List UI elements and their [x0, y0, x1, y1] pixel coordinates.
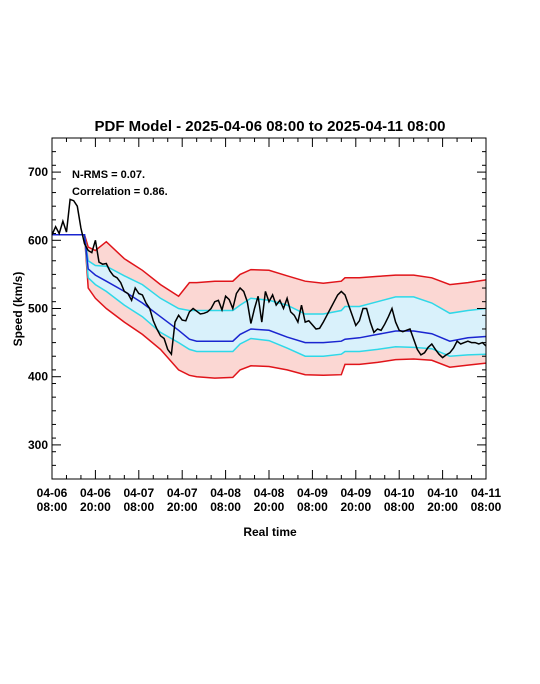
y-tick-label: 400	[28, 370, 48, 384]
y-axis-label: Speed (km/s)	[11, 272, 25, 347]
x-tick-label-time: 20:00	[167, 500, 198, 514]
x-tick-label-time: 20:00	[254, 500, 285, 514]
inner-confidence-band	[52, 234, 486, 357]
x-tick-label-time: 20:00	[80, 500, 111, 514]
inner-band-lower-line	[52, 234, 487, 357]
x-tick-label-time: 08:00	[37, 500, 68, 514]
chart-title: PDF Model - 2025-04-06 08:00 to 2025-04-…	[94, 118, 445, 135]
inner-band-upper-line	[52, 234, 487, 315]
x-tick-label-time: 08:00	[297, 500, 328, 514]
y-tick-label: 300	[28, 438, 48, 452]
outer-band-lower-line	[52, 234, 487, 379]
x-axis-label: Real time	[243, 525, 297, 539]
x-tick-label-date: 04-08	[254, 486, 285, 500]
x-tick-label-date: 04-06	[37, 486, 68, 500]
x-tick-label-time: 08:00	[471, 500, 502, 514]
x-tick-label-time: 08:00	[123, 500, 154, 514]
x-tick-label-date: 04-10	[384, 486, 415, 500]
annotation-correlation: Correlation = 0.86.	[72, 186, 168, 198]
x-tick-label-date: 04-07	[167, 486, 198, 500]
y-tick-label: 700	[28, 165, 48, 179]
annotation-nrms: N-RMS = 0.07.	[72, 169, 145, 181]
observed-speed-line	[51, 198, 487, 359]
x-tick-label-date: 04-11	[471, 486, 501, 500]
x-tick-label-date: 04-09	[297, 486, 328, 500]
x-tick-label-time: 20:00	[427, 500, 458, 514]
y-tick-label: 500	[28, 302, 48, 316]
plot-area	[51, 198, 487, 379]
x-tick-label-date: 04-07	[123, 486, 154, 500]
outer-band-upper-line	[52, 234, 487, 298]
x-tick-label-date: 04-10	[427, 486, 458, 500]
x-tick-label-date: 04-09	[340, 486, 371, 500]
x-tick-label-time: 08:00	[210, 500, 241, 514]
y-tick-label: 600	[28, 233, 48, 247]
x-tick-label-date: 04-06	[80, 486, 111, 500]
x-tick-label-time: 08:00	[384, 500, 415, 514]
axis-ticks: 04-0608:0004-0620:0004-0708:0004-0720:00…	[28, 138, 502, 514]
x-tick-label-date: 04-08	[210, 486, 241, 500]
x-tick-label-time: 20:00	[340, 500, 371, 514]
